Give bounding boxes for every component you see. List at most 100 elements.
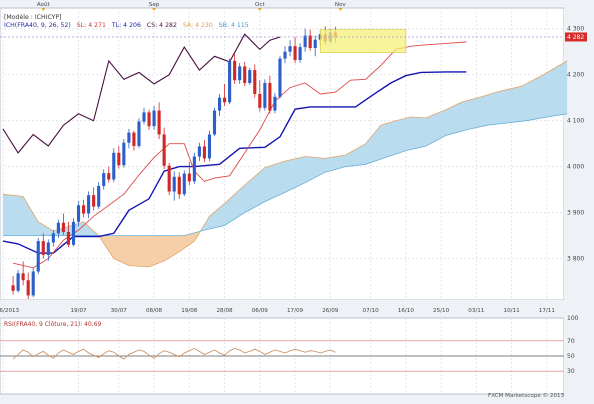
- cloud-segment: [118, 235, 122, 263]
- cloud-segment: [355, 147, 359, 166]
- cloud-segment: [549, 69, 553, 117]
- cloud-segment: [403, 117, 407, 152]
- cloud-segment: [282, 160, 286, 194]
- x-tick-label: 08/08: [146, 308, 163, 314]
- oscillator-tick-label: 50: [567, 353, 575, 360]
- candle-body: [41, 241, 45, 255]
- cloud-segment: [22, 195, 26, 236]
- cloud-segment: [315, 157, 318, 178]
- cloud-segment: [168, 235, 172, 259]
- cloud-segment: [513, 87, 517, 123]
- cloud-segment: [375, 127, 379, 162]
- candle-body: [248, 70, 252, 83]
- candle-body: [162, 134, 166, 166]
- cloud-segment: [138, 235, 142, 267]
- month-marker: [152, 8, 157, 11]
- x-tick-label: 25/10: [433, 308, 450, 314]
- cloud-segment: [257, 171, 261, 207]
- candle-body: [87, 195, 91, 214]
- cloud-segment: [435, 112, 439, 141]
- cloud-segment: [236, 189, 240, 218]
- cloud-segment: [307, 156, 311, 182]
- cloud-segment: [25, 200, 29, 236]
- y-tick-label: 3 900: [567, 210, 584, 217]
- last-price-tag: [565, 32, 587, 42]
- candle-body: [56, 222, 60, 234]
- cloud-segment: [38, 221, 41, 236]
- candle-body: [187, 173, 191, 182]
- cloud-segment: [219, 205, 223, 227]
- cloud-segment: [166, 235, 170, 260]
- candle-body: [102, 173, 106, 186]
- cloud-segment: [498, 90, 502, 125]
- cloud-segment: [249, 178, 253, 211]
- cloud-segment: [541, 73, 545, 119]
- cloud-segment: [20, 196, 24, 236]
- y-tick-label: 4 300: [567, 26, 584, 33]
- cloud-segment: [239, 186, 243, 217]
- candle-body: [137, 121, 141, 146]
- cloud-segment: [420, 117, 424, 148]
- cloud-segment: [352, 149, 356, 167]
- oscillator-label: RSI(FRA40, 9 Clôture, 21): 40,69: [4, 321, 102, 328]
- cloud-segment: [272, 164, 276, 199]
- indicator-lines: [2, 33, 568, 269]
- x-tick-label: 19/07: [70, 308, 87, 314]
- cloud-segment: [5, 194, 9, 236]
- x-tick-label: 26/09: [322, 308, 339, 314]
- cloud-segment: [395, 119, 399, 155]
- candle-body: [212, 110, 217, 135]
- cloud-segment: [148, 235, 152, 268]
- indicator-sb: SB: 4 115: [219, 22, 249, 29]
- cloud-segment: [340, 155, 344, 169]
- senkou-span-a-line: [2, 60, 568, 268]
- cloud-segment: [438, 111, 442, 140]
- annotations: [0, 29, 564, 53]
- cloud-segment: [400, 118, 404, 153]
- indicator-sa: SA: 4 230: [183, 22, 213, 29]
- cloud-segment: [496, 91, 500, 125]
- candle-body: [117, 152, 121, 166]
- indicator-cs: CS: 4 282: [147, 22, 177, 29]
- cloud-segment: [534, 77, 537, 120]
- y-tick-label: 3 800: [567, 256, 584, 263]
- candle-body: [202, 146, 206, 159]
- cloud-segment: [312, 156, 316, 180]
- cloud-segment: [529, 80, 532, 121]
- cloud-segment: [385, 122, 389, 158]
- cloud-segment: [337, 155, 341, 169]
- candle-body: [253, 70, 257, 94]
- cloud-segment: [216, 207, 220, 228]
- cloud-segment: [317, 157, 321, 177]
- cloud-segment: [171, 235, 175, 257]
- x-tick-label: 17/11: [539, 308, 556, 314]
- price-axis: [564, 8, 594, 394]
- month-label: Oct: [255, 2, 265, 8]
- cloud-segment: [393, 120, 396, 156]
- cloud-segment: [332, 156, 336, 171]
- candle-body: [107, 173, 111, 180]
- cloud-segment: [539, 75, 543, 119]
- x-tick-label: 06/09: [252, 308, 269, 314]
- cloud-segment: [320, 157, 323, 176]
- cloud-segment: [128, 235, 132, 266]
- oscillator-tick-label: 70: [567, 338, 575, 345]
- cloud-segment: [151, 235, 155, 267]
- cloud-segment: [10, 194, 14, 236]
- cloud-segment: [131, 235, 135, 267]
- candle-body: [177, 176, 181, 195]
- oscillator-tick-label: 30: [567, 368, 575, 375]
- cloud-segment: [556, 64, 560, 116]
- cloud-segment: [325, 157, 329, 173]
- cloud-segment: [214, 209, 218, 229]
- cloud-segment: [423, 117, 427, 147]
- cloud-segment: [365, 140, 369, 165]
- candle-body: [238, 66, 242, 81]
- candle-body: [283, 51, 287, 59]
- candle-body: [288, 46, 292, 52]
- x-tick-label: 30/07: [111, 308, 128, 314]
- cloud-segment: [304, 156, 308, 184]
- cloud-segment: [398, 119, 402, 154]
- cloud-segment: [443, 109, 447, 138]
